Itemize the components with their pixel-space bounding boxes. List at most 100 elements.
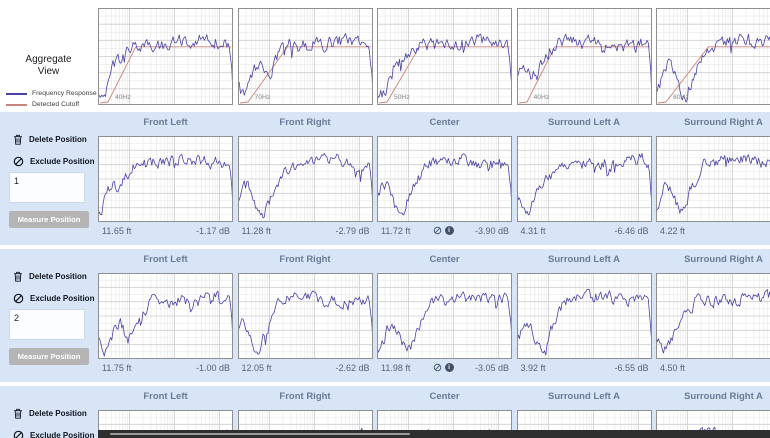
info-icon[interactable]: i	[444, 226, 454, 235]
speaker-distance-value: 11.28 ft	[241, 226, 271, 236]
measurement-position-row-1: Delete Position Exclude Position 1 Measure …	[0, 112, 770, 245]
legend-label: Detected Cutoff	[32, 101, 80, 108]
info-icon[interactable]: i	[444, 363, 454, 372]
frequency-response-chart	[516, 136, 652, 222]
aggregate-view-section: Aggregate View Frequency Response Detecte…	[0, 0, 770, 112]
aggregate-chart-3: 40Hz	[516, 8, 652, 105]
frequency-response-chart	[98, 136, 233, 222]
delete-position-button[interactable]: Delete Position	[13, 271, 87, 282]
exclude-position-label: Exclude Position	[30, 294, 95, 303]
channel-header: Front Left	[143, 391, 188, 402]
speaker-trim-value: -2.62 dB	[335, 363, 370, 373]
exclude-circle-slash-icon	[13, 293, 24, 304]
exclude-position-label: Exclude Position	[30, 157, 95, 166]
channel-header: Surround Right A	[684, 391, 763, 402]
position-number-input[interactable]: 2	[9, 309, 85, 340]
channel-header: Front Left	[143, 254, 188, 265]
channel-header: Center	[429, 117, 460, 128]
speaker-distance-value: 3.92 ft	[520, 363, 546, 373]
speaker-distance-value: 12.05 ft	[241, 363, 272, 373]
delete-position-label: Delete Position	[29, 272, 87, 281]
legend-item: Frequency Response	[6, 88, 97, 99]
exclude-position-button[interactable]: Exclude Position	[13, 430, 94, 438]
excluded-status-icons: i	[433, 226, 454, 235]
excluded-indicator-icon	[433, 363, 441, 372]
excluded-indicator-icon	[433, 226, 441, 235]
frequency-response-chart	[656, 8, 770, 105]
position-chart	[656, 273, 770, 359]
detected-cutoff-label: 80Hz	[673, 94, 689, 101]
speaker-distance-value: 4.22 ft	[660, 226, 686, 236]
channel-header: Front Right	[279, 391, 331, 402]
speaker-distance-value: 11.75 ft	[102, 363, 132, 373]
speaker-trim-value: -6.55 dB	[614, 363, 649, 373]
legend-line-swatch	[6, 92, 27, 95]
excluded-status-icons: i	[433, 363, 454, 372]
frequency-response-chart	[98, 273, 233, 359]
frequency-response-chart	[377, 8, 512, 105]
frequency-response-chart	[377, 273, 512, 359]
exclude-position-button[interactable]: Exclude Position	[13, 293, 94, 304]
aggregate-title-line2: View	[37, 66, 60, 77]
channel-header: Surround Left A	[548, 391, 620, 402]
position-chart	[377, 273, 512, 359]
aggregate-legend: Frequency Response Detected Cutoff	[6, 88, 97, 110]
measurement-position-row-2: Delete Position Exclude Position 2 Measure …	[0, 249, 770, 382]
aggregate-chart-2: 50Hz	[377, 8, 512, 105]
position-chart	[656, 136, 770, 222]
aggregate-view-title: Aggregate View	[0, 54, 97, 78]
speaker-trim-value: -3.90 dB	[474, 226, 509, 236]
position-chart	[377, 136, 512, 222]
aggregate-chart-0: 40Hz	[98, 8, 233, 105]
speaker-distance-value: 4.50 ft	[660, 363, 686, 373]
position-chart	[516, 273, 652, 359]
delete-position-label: Delete Position	[29, 135, 87, 144]
speaker-distance-value: 4.31 ft	[520, 226, 546, 236]
trash-icon	[14, 408, 22, 419]
speaker-trim-value: -6.46 dB	[614, 226, 649, 236]
frequency-response-chart	[237, 273, 373, 359]
speaker-distance-value: 11.72 ft	[381, 226, 411, 236]
horizontal-scrollbar[interactable]	[98, 430, 770, 438]
exclude-circle-slash-icon	[13, 156, 24, 167]
delete-position-label: Delete Position	[29, 409, 87, 418]
position-number-input[interactable]: 1	[9, 172, 85, 203]
aggregate-title-line1: Aggregate	[25, 54, 72, 65]
aggregate-chart-1: 70Hz	[237, 8, 373, 105]
channel-header: Center	[429, 391, 460, 402]
detected-cutoff-label: 50Hz	[394, 94, 410, 101]
channel-header: Surround Right A	[684, 117, 763, 128]
channel-header: Front Left	[143, 117, 188, 128]
position-chart	[98, 273, 233, 359]
legend-item: Detected Cutoff	[6, 99, 97, 110]
position-chart	[237, 273, 373, 359]
speaker-trim-value: -2.79 dB	[335, 226, 370, 236]
frequency-response-chart	[237, 136, 373, 222]
speaker-trim-value: -3.05 dB	[474, 363, 509, 373]
frequency-response-chart	[377, 136, 512, 222]
delete-position-button[interactable]: Delete Position	[13, 134, 87, 145]
measure-position-button[interactable]: Measure Position	[9, 348, 89, 365]
position-chart	[98, 136, 233, 222]
exclude-circle-slash-icon	[13, 430, 24, 438]
detected-cutoff-label: 70Hz	[254, 94, 271, 101]
trash-icon	[14, 271, 22, 282]
frequency-response-chart	[656, 136, 770, 222]
detected-cutoff-label: 40Hz	[115, 94, 131, 101]
channel-header: Center	[429, 254, 460, 265]
trash-icon	[14, 134, 22, 145]
scrollbar-thumb[interactable]	[110, 433, 410, 435]
exclude-position-button[interactable]: Exclude Position	[13, 156, 94, 167]
frequency-response-chart	[516, 8, 652, 105]
delete-position-button[interactable]: Delete Position	[13, 408, 87, 419]
channel-header: Front Right	[279, 254, 331, 265]
speaker-distance-value: 11.65 ft	[102, 226, 132, 236]
position-chart	[516, 136, 652, 222]
position-chart	[237, 136, 373, 222]
measure-position-button[interactable]: Measure Position	[9, 211, 89, 228]
legend-label: Frequency Response	[32, 90, 97, 97]
channel-header: Surround Right A	[684, 254, 763, 265]
exclude-position-label: Exclude Position	[30, 431, 95, 438]
channel-header: Surround Left A	[548, 117, 620, 128]
